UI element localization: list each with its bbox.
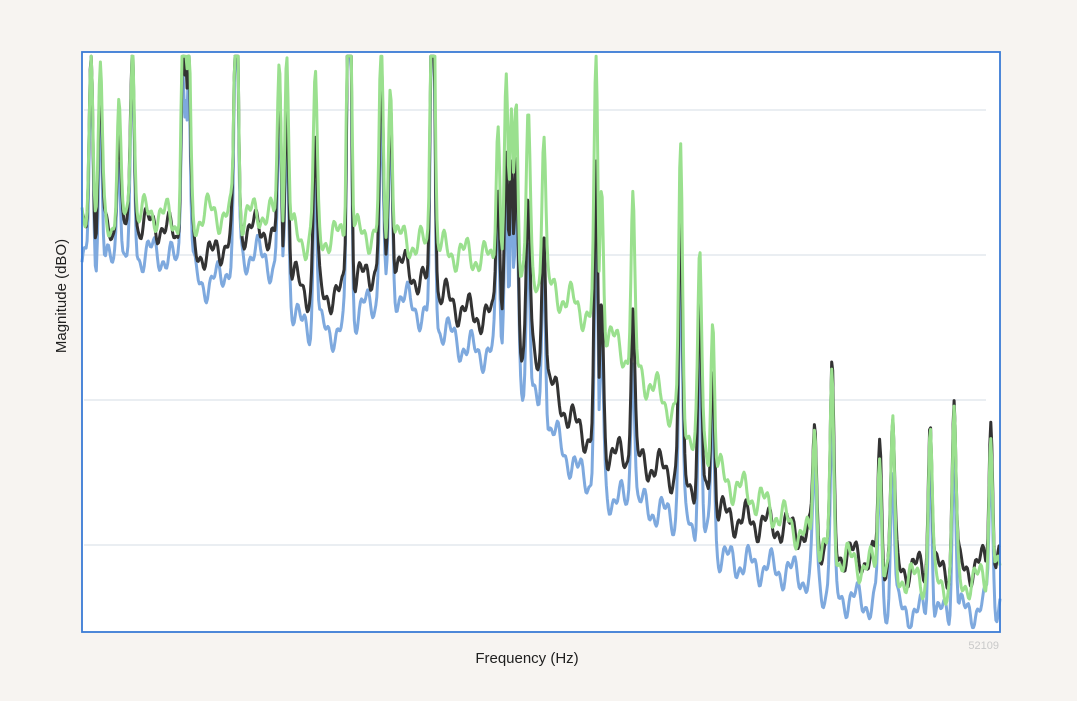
- series-layer: [80, 54, 1002, 630]
- series-line-2: [80, 54, 1002, 606]
- x-axis-label: Frequency (Hz): [475, 650, 578, 667]
- chart-plot-border: [81, 51, 1001, 633]
- figure-id: 52109: [968, 640, 999, 652]
- y-axis-label: Magnitude (dBO): [53, 239, 70, 353]
